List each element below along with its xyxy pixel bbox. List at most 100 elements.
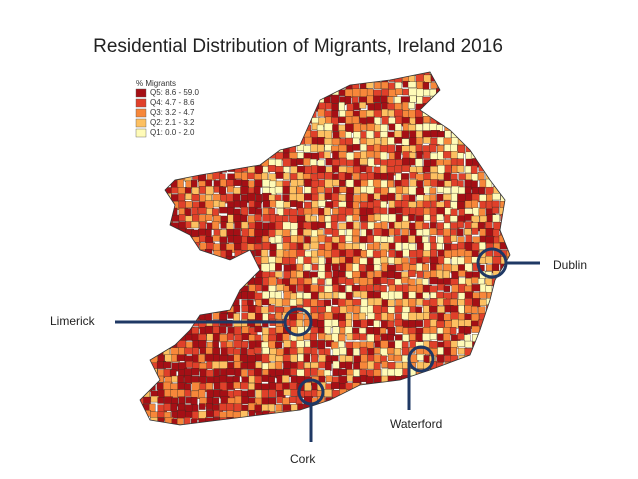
area-cell [198, 284, 207, 292]
area-cell [506, 214, 510, 224]
legend-label: Q5: 8.6 - 59.0 [150, 88, 199, 97]
area-cell [149, 72, 157, 77]
area-cell [449, 362, 460, 372]
area-cell [275, 200, 285, 209]
area-cell [366, 95, 375, 104]
area-cell [253, 347, 262, 354]
area-cell [443, 151, 453, 159]
area-cell [409, 257, 417, 265]
area-cell [226, 145, 235, 155]
area-cell [443, 257, 451, 265]
area-cell [479, 424, 489, 425]
area-cell [191, 194, 200, 202]
area-cell [387, 144, 396, 154]
area-cell [478, 145, 486, 153]
area-cell [457, 75, 466, 85]
area-cell [479, 291, 487, 299]
area-cell [458, 277, 466, 285]
area-cell [388, 249, 396, 259]
area-cell [492, 404, 501, 412]
area-cell [451, 423, 461, 425]
area-cell [148, 382, 156, 391]
area-cell [198, 109, 207, 119]
area-cell [506, 397, 510, 406]
area-cell [233, 159, 242, 169]
area-cell [429, 374, 437, 382]
area-cell [346, 348, 354, 357]
area-cell [213, 82, 221, 90]
area-cell [500, 396, 509, 405]
area-cell [219, 88, 226, 98]
area-cell [220, 291, 229, 298]
area-cell [143, 375, 152, 383]
area-cell [514, 160, 522, 168]
area-cell [471, 375, 479, 385]
area-cell [297, 81, 305, 89]
area-cell [345, 424, 354, 425]
area-cell [247, 369, 255, 377]
area-cell [359, 388, 368, 398]
area-cell [143, 292, 151, 299]
area-cell [486, 103, 495, 111]
area-cell [471, 116, 479, 123]
area-cell [290, 95, 299, 104]
area-cell [199, 368, 207, 378]
area-cell [395, 263, 404, 272]
area-cell [177, 257, 187, 267]
area-cell [408, 201, 417, 208]
area-cell [141, 186, 151, 193]
area-cell [499, 347, 508, 356]
area-cell [219, 130, 229, 140]
area-cell [163, 283, 172, 292]
area-cell [171, 297, 179, 305]
area-cell [485, 145, 493, 154]
area-cell [472, 87, 480, 95]
area-cell [234, 81, 242, 89]
area-cell [263, 426, 270, 432]
area-cell [486, 402, 494, 411]
area-cell [198, 257, 207, 267]
area-cell [421, 236, 429, 244]
area-cell [163, 299, 170, 307]
area-cell [506, 158, 510, 169]
area-cell [297, 235, 304, 244]
area-cell [478, 242, 486, 251]
area-cell [143, 396, 151, 404]
area-cell [227, 87, 235, 97]
area-cell [268, 72, 277, 77]
area-cell [486, 368, 495, 375]
area-cell [514, 285, 521, 293]
area-cell [296, 417, 304, 425]
area-cell [192, 144, 200, 151]
area-cell [380, 277, 388, 284]
area-cell [373, 362, 381, 371]
area-cell [140, 298, 146, 306]
area-cell [409, 152, 416, 159]
area-cell [260, 256, 269, 264]
area-cell [465, 72, 473, 77]
area-cell [317, 410, 325, 420]
area-cell [212, 397, 220, 405]
area-cell [239, 73, 249, 82]
area-cell [157, 221, 166, 231]
area-cell [423, 214, 431, 221]
area-cell [197, 305, 208, 314]
area-cell [142, 341, 150, 351]
area-cell [274, 221, 284, 231]
area-cell [269, 96, 277, 105]
area-cell [499, 103, 508, 111]
area-cell [310, 95, 320, 105]
area-cell [199, 194, 206, 203]
area-cell [463, 81, 472, 91]
area-cell [241, 228, 250, 238]
area-cell [297, 361, 304, 370]
area-cell [261, 152, 269, 159]
area-cell [282, 102, 292, 110]
area-cell [212, 193, 221, 202]
area-cell [515, 305, 523, 313]
area-cell [359, 236, 369, 244]
area-cell [150, 312, 158, 320]
area-cell [205, 72, 213, 76]
area-cell [373, 109, 382, 118]
area-cell [514, 228, 521, 234]
